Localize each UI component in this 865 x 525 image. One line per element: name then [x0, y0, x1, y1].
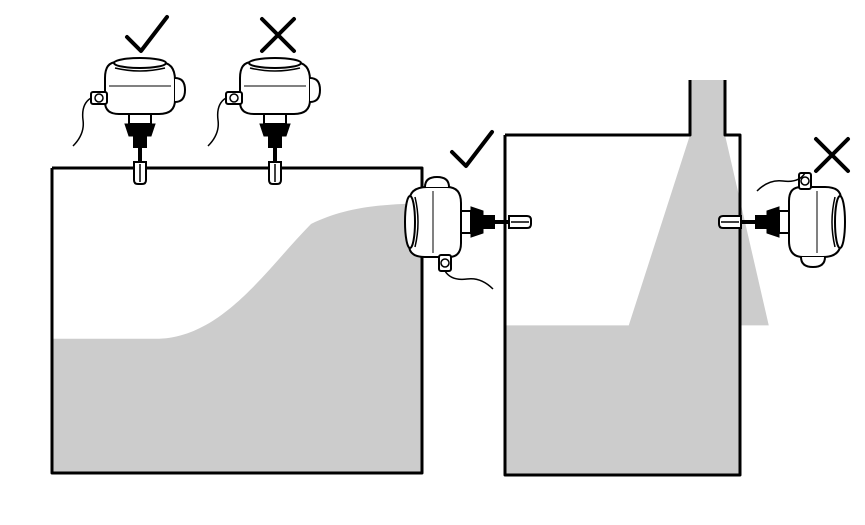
level-sensor-device	[73, 58, 185, 184]
level-sensor-device	[405, 177, 531, 289]
cross-icon	[816, 139, 848, 171]
check-icon	[127, 17, 167, 51]
check-icon	[452, 132, 492, 166]
tank-left-material	[52, 203, 452, 473]
device-cable	[73, 98, 91, 146]
device-cable	[208, 98, 226, 146]
tank-right-material	[505, 135, 769, 475]
tank-right-chute-fill	[690, 80, 725, 135]
device-cable	[445, 271, 493, 289]
cross-icon	[262, 19, 294, 51]
level-sensor-device	[208, 58, 320, 184]
